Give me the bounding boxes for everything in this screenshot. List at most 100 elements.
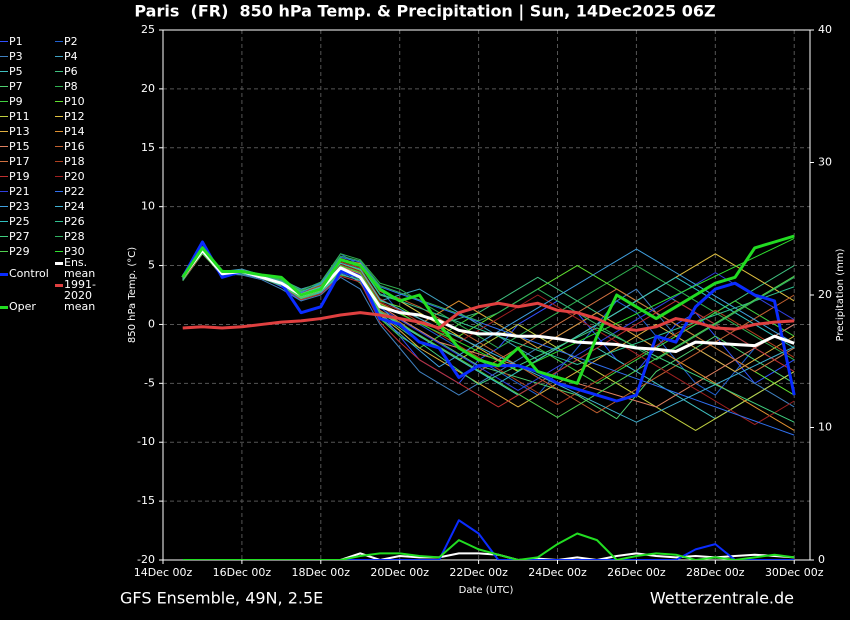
legend-item: Control	[0, 268, 55, 279]
legend-item: P8	[55, 81, 115, 92]
legend-item: Oper	[0, 301, 55, 312]
series-line	[181, 240, 796, 403]
legend-item: P27	[0, 231, 55, 242]
x-tick-label: 18Dec 00z	[292, 566, 351, 579]
legend-label: P5	[9, 65, 23, 78]
legend-item: P6	[55, 66, 115, 77]
legend-label: P14	[64, 125, 85, 138]
legend-swatch	[0, 191, 8, 192]
legend-label: P28	[64, 230, 85, 243]
y-tick-label: 25	[141, 23, 155, 36]
legend-swatch	[55, 71, 63, 72]
legend-label: P15	[9, 140, 30, 153]
legend-swatch	[0, 221, 8, 222]
legend-item: P29	[0, 246, 55, 257]
legend-swatch	[0, 236, 8, 237]
x-tick-label: 14Dec 00z	[134, 566, 193, 579]
legend-label: P30	[64, 245, 85, 258]
legend-item: P24	[55, 201, 115, 212]
legend-label: P3	[9, 50, 23, 63]
legend-swatch	[0, 206, 8, 207]
legend-item: P16	[55, 141, 115, 152]
legend-swatch	[55, 251, 63, 252]
y-tick-label: -20	[137, 553, 155, 566]
legend-label: P25	[9, 215, 30, 228]
legend-swatch	[55, 101, 63, 102]
legend-swatch	[0, 146, 8, 147]
legend-item: P26	[55, 216, 115, 227]
legend-swatch	[55, 206, 63, 207]
legend-item: Ens. mean	[55, 257, 115, 279]
legend-label: P8	[64, 80, 78, 93]
legend-label: P18	[64, 155, 85, 168]
legend-label: P13	[9, 125, 30, 138]
y-tick-label: -5	[144, 376, 155, 389]
y2-tick-label: 10	[818, 421, 832, 434]
legend-item: P5	[0, 66, 55, 77]
legend-item: P3	[0, 51, 55, 62]
legend-item: P20	[55, 171, 115, 182]
legend-swatch	[55, 221, 63, 222]
legend-item: P2	[55, 36, 115, 47]
legend-item: P12	[55, 111, 115, 122]
legend-swatch	[55, 176, 63, 177]
y-tick-label: -10	[137, 435, 155, 448]
legend-swatch	[0, 161, 8, 162]
legend-label: P26	[64, 215, 85, 228]
legend-swatch	[55, 146, 63, 147]
legend-label: P22	[64, 185, 85, 198]
legend-label: P27	[9, 230, 30, 243]
y-tick-label: 20	[141, 82, 155, 95]
legend-label: P19	[9, 170, 30, 183]
legend-item: P7	[0, 81, 55, 92]
legend-swatch	[55, 41, 63, 42]
legend-label: P11	[9, 110, 30, 123]
y2-tick-label: 0	[818, 553, 825, 566]
x-tick-label: 20Dec 00z	[370, 566, 429, 579]
precip-line	[182, 532, 795, 560]
legend-label: P4	[64, 50, 78, 63]
legend-swatch	[55, 191, 63, 192]
x-tick-label: 24Dec 00z	[528, 566, 587, 579]
legend-label: P1	[9, 35, 23, 48]
legend-swatch	[55, 56, 63, 57]
series-line	[181, 234, 795, 385]
legend-swatch	[55, 131, 63, 132]
legend-item: P15	[0, 141, 55, 152]
legend-item: P21	[0, 186, 55, 197]
legend-swatch	[0, 273, 8, 276]
plot-frame	[162, 29, 811, 561]
y-axis-label: 850 hPa Temp. (°C)	[127, 247, 138, 343]
legend-item: P25	[0, 216, 55, 227]
legend-swatch	[55, 161, 63, 162]
legend-label: P6	[64, 65, 78, 78]
source-right: Wetterzentrale.de	[650, 589, 794, 608]
legend-swatch	[0, 306, 8, 309]
x-tick-label: 30Dec 00z	[765, 566, 824, 579]
legend-label: P23	[9, 200, 30, 213]
legend-item: P10	[55, 96, 115, 107]
legend-swatch	[0, 56, 8, 57]
legend-swatch	[55, 284, 63, 287]
legend-label: Control	[9, 267, 49, 280]
precip-line	[182, 519, 795, 560]
legend-swatch	[0, 86, 8, 87]
x-axis-label: Date (UTC)	[459, 585, 514, 596]
series-line	[182, 252, 795, 373]
legend-item: P23	[0, 201, 55, 212]
legend-label: P10	[64, 95, 85, 108]
legend: P1 P2 P3 P4 P5 P6 P7 P8 P9 P10 P11 P12 P13 P14 P15 P16 P…	[0, 32, 115, 312]
legend-label: P12	[64, 110, 85, 123]
y-tick-label: -15	[137, 494, 155, 507]
plot-area	[181, 234, 796, 560]
legend-item: P11	[0, 111, 55, 122]
legend-item: P18	[55, 156, 115, 167]
legend-swatch	[0, 251, 8, 252]
legend-swatch	[0, 116, 8, 117]
series-line	[181, 248, 795, 354]
chart-title: Paris (FR) 850 hPa Temp. & Precipitation…	[134, 2, 715, 22]
y-tick-label: 5	[148, 259, 155, 272]
legend-item: P22	[55, 186, 115, 197]
legend-item: P28	[55, 231, 115, 242]
y-tick-label: 10	[141, 200, 155, 213]
